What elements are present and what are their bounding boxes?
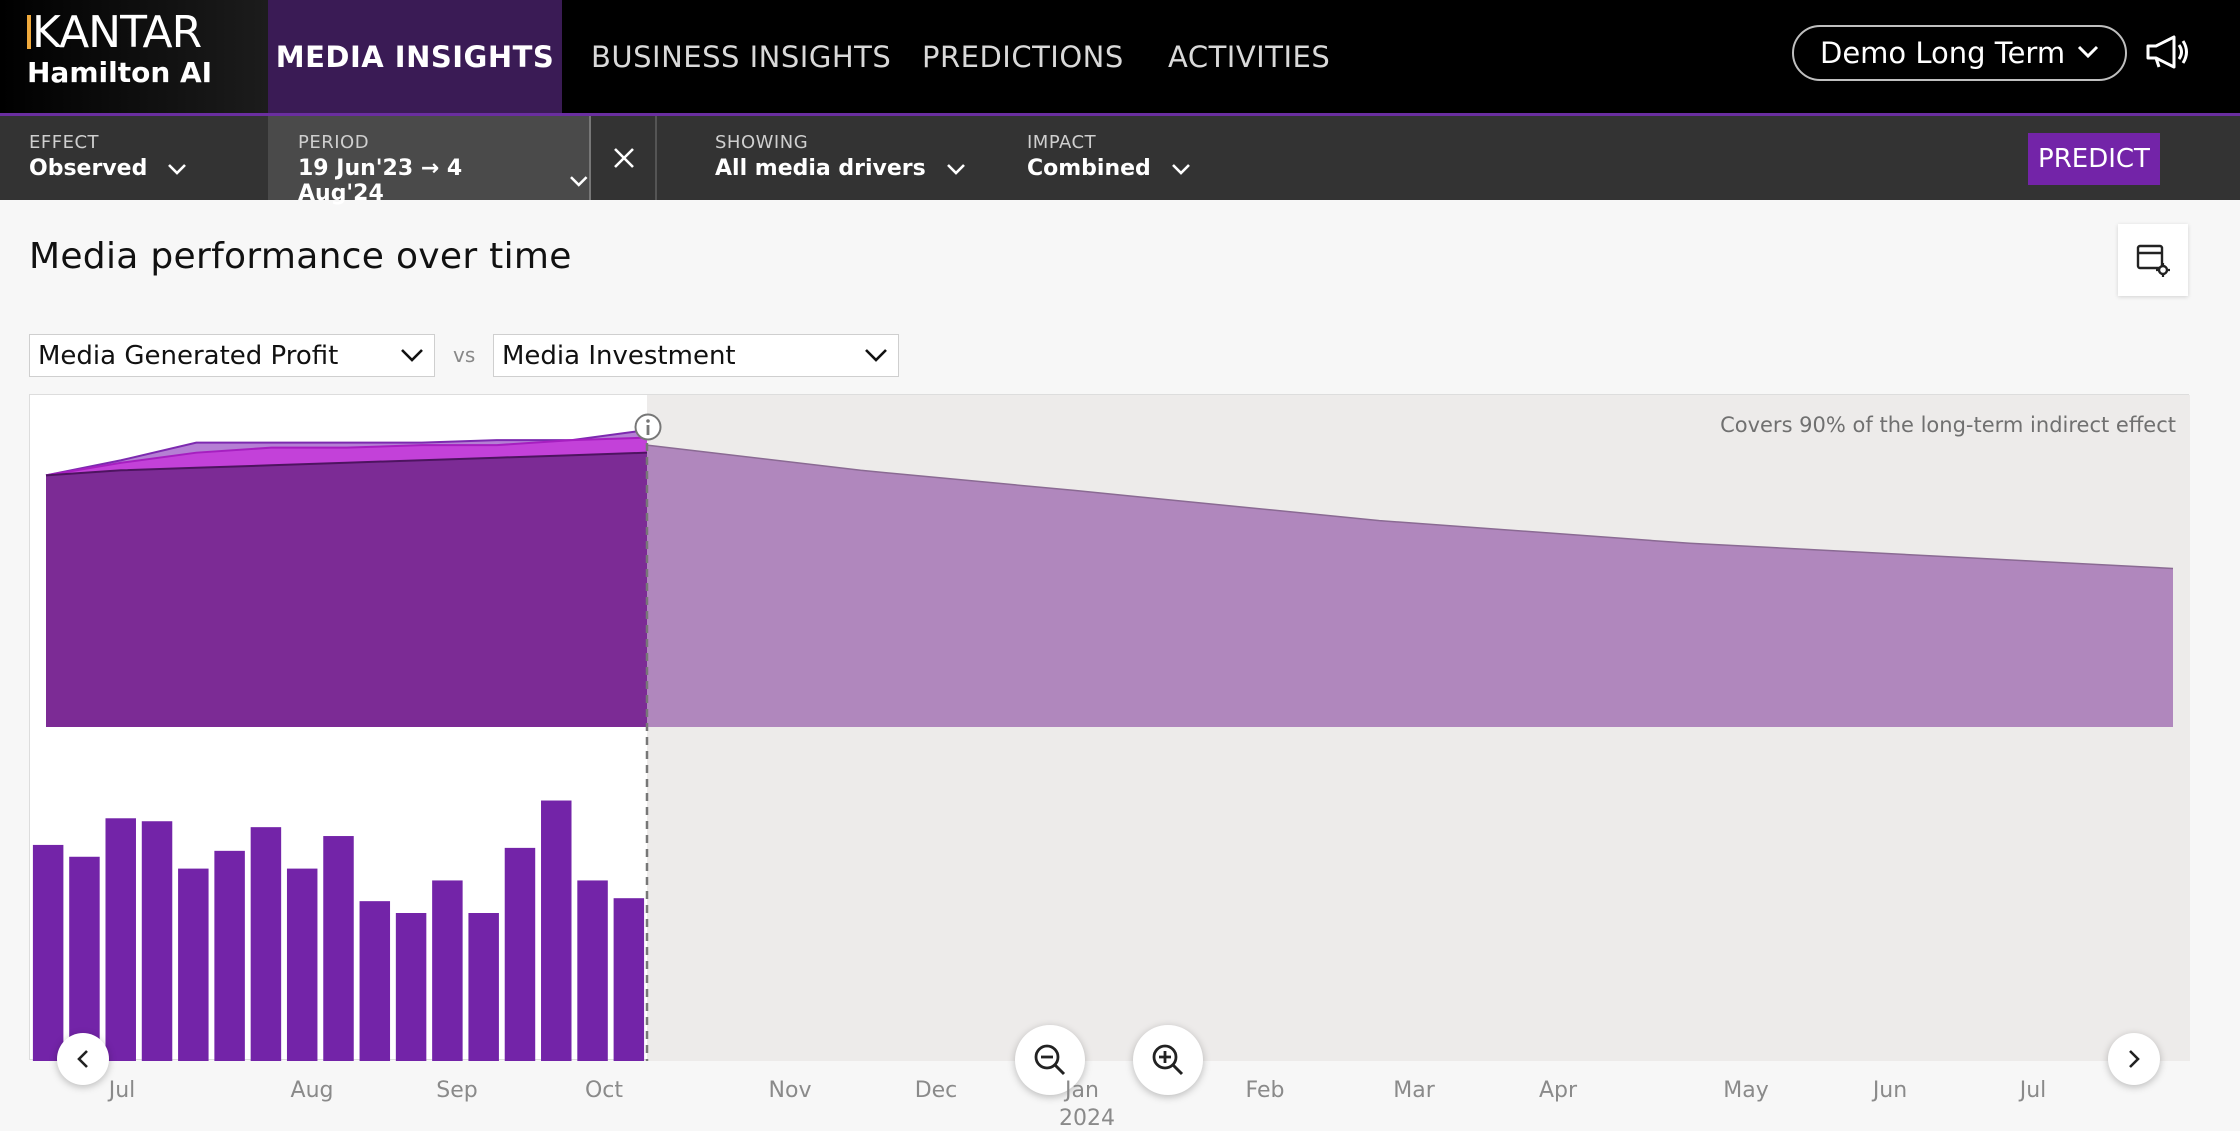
chevron-down-icon: [2077, 45, 2099, 59]
impact-value: Combined: [1027, 156, 1151, 181]
prev-period-button[interactable]: [57, 1033, 109, 1085]
metric-right-select[interactable]: Media Investment: [493, 334, 899, 377]
investment-bar: [541, 800, 572, 1061]
investment-bar: [178, 868, 209, 1061]
investment-bar: [323, 836, 354, 1061]
metric-left-value: Media Generated Profit: [38, 340, 339, 371]
table-settings-icon: [2136, 244, 2170, 277]
area-series-base: [46, 452, 647, 727]
page-title: Media performance over time: [29, 236, 572, 277]
x-tick: Dec: [914, 1078, 958, 1103]
effect-filter[interactable]: EFFECT Observed: [29, 116, 187, 200]
period-filter[interactable]: PERIOD 19 Jun'23 → 4 Aug'24: [268, 116, 591, 206]
investment-bar: [141, 821, 173, 1061]
tenant-selector[interactable]: Demo Long Term: [1792, 25, 2127, 81]
next-period-button[interactable]: [2108, 1033, 2160, 1085]
area-series-base-line: [45, 451, 648, 477]
covers-note: Covers 90% of the long-term indirect eff…: [1720, 413, 2176, 437]
investment-bar: [468, 913, 499, 1061]
metric-left-select[interactable]: Media Generated Profit: [29, 334, 435, 377]
x-tick: Jun: [1872, 1078, 1908, 1103]
chevron-down-icon: [168, 163, 187, 175]
investment-bar: [69, 856, 100, 1061]
impact-label: IMPACT: [1027, 132, 1097, 153]
tab-predictions[interactable]: PREDICTIONS: [922, 39, 1124, 74]
investment-bar: [359, 901, 391, 1061]
product-name: Hamilton AI: [27, 56, 213, 89]
period-value: 19 Jun'23 → 4 Aug'24: [298, 156, 463, 206]
zoom-in-button[interactable]: [1133, 1025, 1203, 1095]
x-tick: Apr: [1538, 1078, 1578, 1103]
vs-label: vs: [453, 343, 476, 367]
top-nav: KANTAR Hamilton AI MEDIA INSIGHTS BUSINE…: [0, 0, 2240, 116]
x-tick: Mar: [1393, 1078, 1435, 1103]
megaphone-icon[interactable]: [2144, 34, 2190, 70]
chevron-left-icon: [77, 1050, 88, 1068]
x-year-label: 2024: [1059, 1106, 1115, 1131]
investment-bar: [613, 898, 645, 1061]
investment-bar: [32, 844, 64, 1061]
investment-bar: [395, 913, 427, 1061]
period-label: PERIOD: [298, 132, 370, 153]
investment-bar: [250, 827, 282, 1061]
showing-label: SHOWING: [715, 132, 809, 153]
zoom-out-icon: [1034, 1044, 1066, 1076]
forecast-area: [647, 445, 2173, 727]
zoom-out-button[interactable]: [1015, 1025, 1085, 1095]
impact-filter[interactable]: IMPACT Combined: [1027, 116, 1191, 200]
chevron-down-icon: [946, 163, 965, 175]
showing-value: All media drivers: [715, 156, 926, 181]
chart-canvas: [32, 395, 2190, 1061]
investment-bar: [286, 868, 318, 1061]
zoom-in-icon: [1152, 1044, 1184, 1076]
investment-bar: [214, 850, 245, 1061]
brand-logo[interactable]: KANTAR Hamilton AI: [0, 0, 268, 113]
predict-button[interactable]: PREDICT: [2028, 133, 2160, 185]
chevron-right-icon: [2129, 1050, 2140, 1068]
x-tick: Jul: [108, 1078, 136, 1103]
area-series-mid-line: [45, 436, 648, 477]
chart-settings-button[interactable]: [2118, 224, 2188, 296]
tenant-label: Demo Long Term: [1820, 36, 2066, 70]
investment-bar: [504, 847, 536, 1061]
chevron-down-icon: [570, 176, 588, 187]
effect-value: Observed: [29, 156, 148, 181]
effect-label: EFFECT: [29, 132, 100, 153]
tab-media-insights[interactable]: MEDIA INSIGHTS: [268, 0, 562, 113]
chevron-down-icon: [401, 349, 423, 362]
info-icon[interactable]: [633, 412, 663, 442]
tab-business-insights[interactable]: BUSINESS INSIGHTS: [591, 39, 892, 74]
investment-bar: [432, 880, 463, 1061]
media-performance-chart[interactable]: Covers 90% of the long-term indirect eff…: [29, 394, 2190, 1061]
investment-bar: [577, 880, 608, 1061]
filter-bar: EFFECT Observed PERIOD 19 Jun'23 → 4 Aug…: [0, 116, 2240, 206]
showing-filter[interactable]: SHOWING All media drivers: [715, 116, 966, 200]
x-tick: May: [1723, 1078, 1769, 1103]
tab-activities[interactable]: ACTIVITIES: [1168, 39, 1331, 74]
clear-period-button[interactable]: [593, 116, 657, 200]
x-tick: Jul: [2019, 1078, 2047, 1103]
x-tick: Feb: [1245, 1078, 1285, 1103]
x-tick: Oct: [584, 1078, 624, 1103]
metric-right-value: Media Investment: [502, 340, 736, 371]
kantar-logo: KANTAR: [27, 10, 268, 56]
x-tick: Jan: [1065, 1078, 1099, 1103]
area-series-top-line: [45, 429, 648, 477]
chevron-down-icon: [1171, 163, 1190, 175]
x-tick: Nov: [768, 1078, 812, 1103]
close-icon: [614, 148, 634, 168]
x-tick: Aug: [290, 1078, 334, 1103]
investment-bar: [105, 818, 136, 1061]
x-tick: Sep: [436, 1078, 478, 1103]
forecast-line: [646, 444, 2174, 570]
chevron-down-icon: [865, 349, 887, 362]
